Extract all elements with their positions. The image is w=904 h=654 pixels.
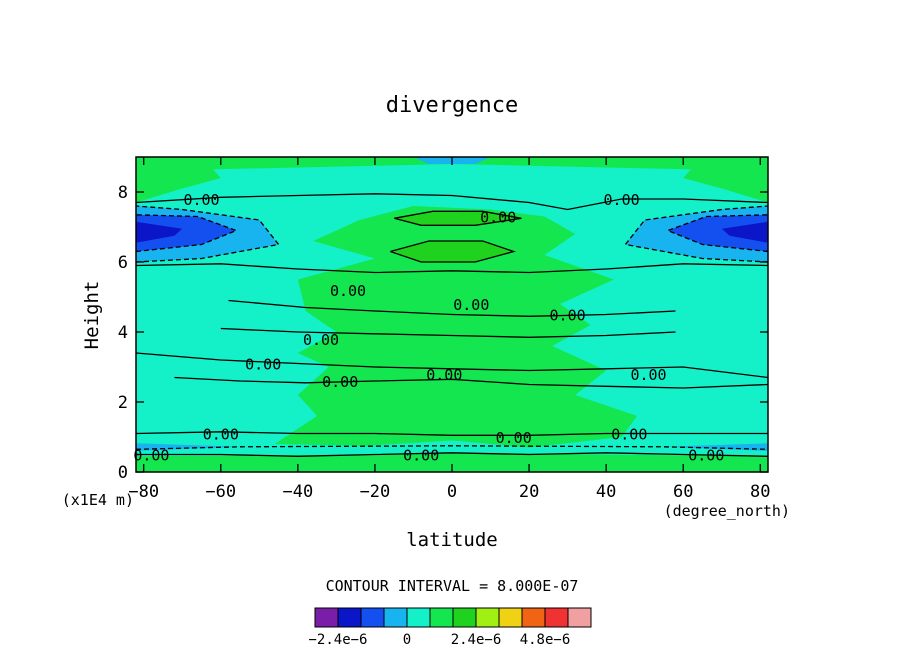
field-lower-layer	[136, 452, 768, 472]
contour-label: 0.00	[183, 191, 219, 209]
contour-line	[665, 214, 768, 253]
contour-label: 0.00	[453, 296, 489, 314]
x-tick-label: 40	[596, 482, 616, 502]
contour-line	[136, 431, 768, 436]
y-tick-label: 2	[118, 393, 128, 413]
x-tick-label: 60	[673, 482, 693, 502]
colorbar-swatch	[314, 607, 339, 628]
y-tick-label: 4	[118, 323, 128, 343]
contour-line	[136, 452, 768, 457]
x-tick-label: 0	[447, 482, 457, 502]
field-right-core	[667, 214, 768, 252]
colorbar-swatch	[360, 607, 385, 628]
chart-title: divergence	[386, 93, 518, 118]
contour-label: 0.00	[630, 366, 666, 384]
colorbar-swatch	[337, 607, 362, 628]
contour-label: 0.00	[330, 282, 366, 300]
y-axis-title: Height	[81, 281, 103, 350]
colorbar-tick-label: −2.4e−6	[308, 632, 367, 648]
x-axis-title: latitude	[406, 529, 498, 551]
contour-line	[136, 445, 768, 450]
contour-line	[136, 263, 768, 274]
field-right-patch	[683, 157, 768, 203]
x-tick-label: 20	[519, 482, 539, 502]
y-tick-label: 0	[118, 463, 128, 483]
contour-line	[136, 193, 768, 211]
field-central-column	[274, 206, 637, 448]
contour-label: 0.00	[303, 331, 339, 349]
contour-label: 0.00	[203, 426, 239, 444]
colorbar-tick-label: 4.8e−6	[520, 632, 571, 648]
contour-line	[624, 205, 768, 263]
y-tick-label: 6	[118, 253, 128, 273]
contour-label: 0.00	[550, 307, 586, 325]
colorbar-swatch	[498, 607, 523, 628]
contour-line	[136, 214, 239, 253]
contour-line	[390, 240, 516, 263]
colorbar-swatch	[429, 607, 454, 628]
contour-line	[136, 205, 280, 263]
field-equatorial-max-lower	[390, 241, 514, 262]
field-low-band-right	[664, 443, 768, 451]
field-left-patch	[136, 157, 221, 203]
contour-label: 0.00	[688, 447, 724, 465]
y-axis-units: (x1E4 m)	[62, 491, 134, 509]
contour-label: 0.00	[496, 429, 532, 447]
contour-label: 0.00	[604, 191, 640, 209]
contour-fill-layer	[136, 157, 768, 472]
contour-label: 0.00	[480, 209, 516, 227]
contour-label: 0.00	[611, 426, 647, 444]
contour-label: 0.00	[133, 447, 169, 465]
x-tick-label: −80	[128, 482, 159, 502]
field-left-strong-core	[136, 221, 183, 243]
contour-label: 0.00	[245, 356, 281, 374]
contour-line	[394, 210, 522, 226]
contour-line	[220, 327, 676, 338]
colorbar: −2.4e−6 0 2.4e−6 4.8e−6	[308, 607, 592, 648]
field-left-core	[136, 214, 237, 252]
colorbar-swatch	[383, 607, 408, 628]
colorbar-tick-label: 2.4e−6	[451, 632, 502, 648]
x-tick-label: −40	[282, 482, 313, 502]
field-right-strong-core	[721, 221, 768, 243]
field-equatorial-max-upper	[394, 211, 522, 226]
y-axis: 0 2 4 6 8	[118, 183, 768, 483]
contour-line	[228, 299, 676, 317]
contour-interval-label: CONTOUR INTERVAL = 8.000E-07	[326, 577, 579, 595]
contour-label-layer: 0.00 0.00 0.00 0.00 0.00 0.00 0.00 0.00 0.00 0.00…	[133, 191, 724, 465]
colorbar-swatch	[475, 607, 500, 628]
contour-label: 0.00	[322, 373, 358, 391]
colorbar-swatch	[406, 607, 431, 628]
contour-label: 0.00	[426, 366, 462, 384]
colorbar-swatch	[521, 607, 546, 628]
y-tick-label: 8	[118, 183, 128, 203]
contour-line	[136, 352, 768, 379]
colorbar-swatch	[544, 607, 569, 628]
x-axis-units: (degree_north)	[664, 502, 790, 520]
x-tick-label: 80	[750, 482, 770, 502]
x-tick-label: −20	[360, 482, 391, 502]
contour-line-layer	[136, 193, 768, 457]
colorbar-tick-label: 0	[403, 632, 411, 648]
x-axis: −80 −60 −40 −20 0 20 40 60 80	[128, 157, 771, 502]
contour-label: 0.00	[403, 447, 439, 465]
colorbar-swatch	[567, 607, 592, 628]
contour-line	[174, 376, 768, 389]
colorbar-swatch	[452, 607, 477, 628]
x-tick-label: −60	[205, 482, 236, 502]
